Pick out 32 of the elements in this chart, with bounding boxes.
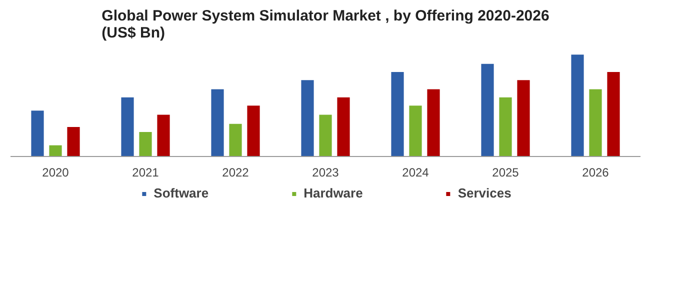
bar [157,114,170,156]
bar [571,54,584,156]
bar [31,110,44,156]
x-tick-label: 2024 [402,166,430,180]
bar [427,89,440,156]
legend-label: Services [458,186,512,200]
bar [391,72,404,156]
x-tick-label: 2023 [312,166,340,180]
x-tick-label: 2025 [492,166,520,180]
x-tick-label: 2026 [582,166,610,180]
bar [337,97,350,156]
bar [589,89,602,156]
x-tick-label: 2022 [222,166,250,180]
bar [409,106,422,156]
x-tick-label: 2020 [42,166,70,180]
chart-title: Global Power System Simulator Market , by Offering 2020-2026 (US$ Bn) [102,8,550,42]
bar [607,72,620,156]
legend-label: Software [154,186,209,200]
bar [517,80,530,156]
bar [139,132,152,156]
bar [499,97,512,156]
bar [67,126,80,156]
bar [247,106,260,156]
bar [301,80,314,156]
bar [211,89,224,156]
legend-label: Hardware [304,186,363,200]
bar [49,145,62,156]
bar [319,114,332,156]
bar [121,97,134,156]
bar [229,124,242,156]
x-tick-label: 2021 [132,166,160,180]
bar [481,64,494,156]
